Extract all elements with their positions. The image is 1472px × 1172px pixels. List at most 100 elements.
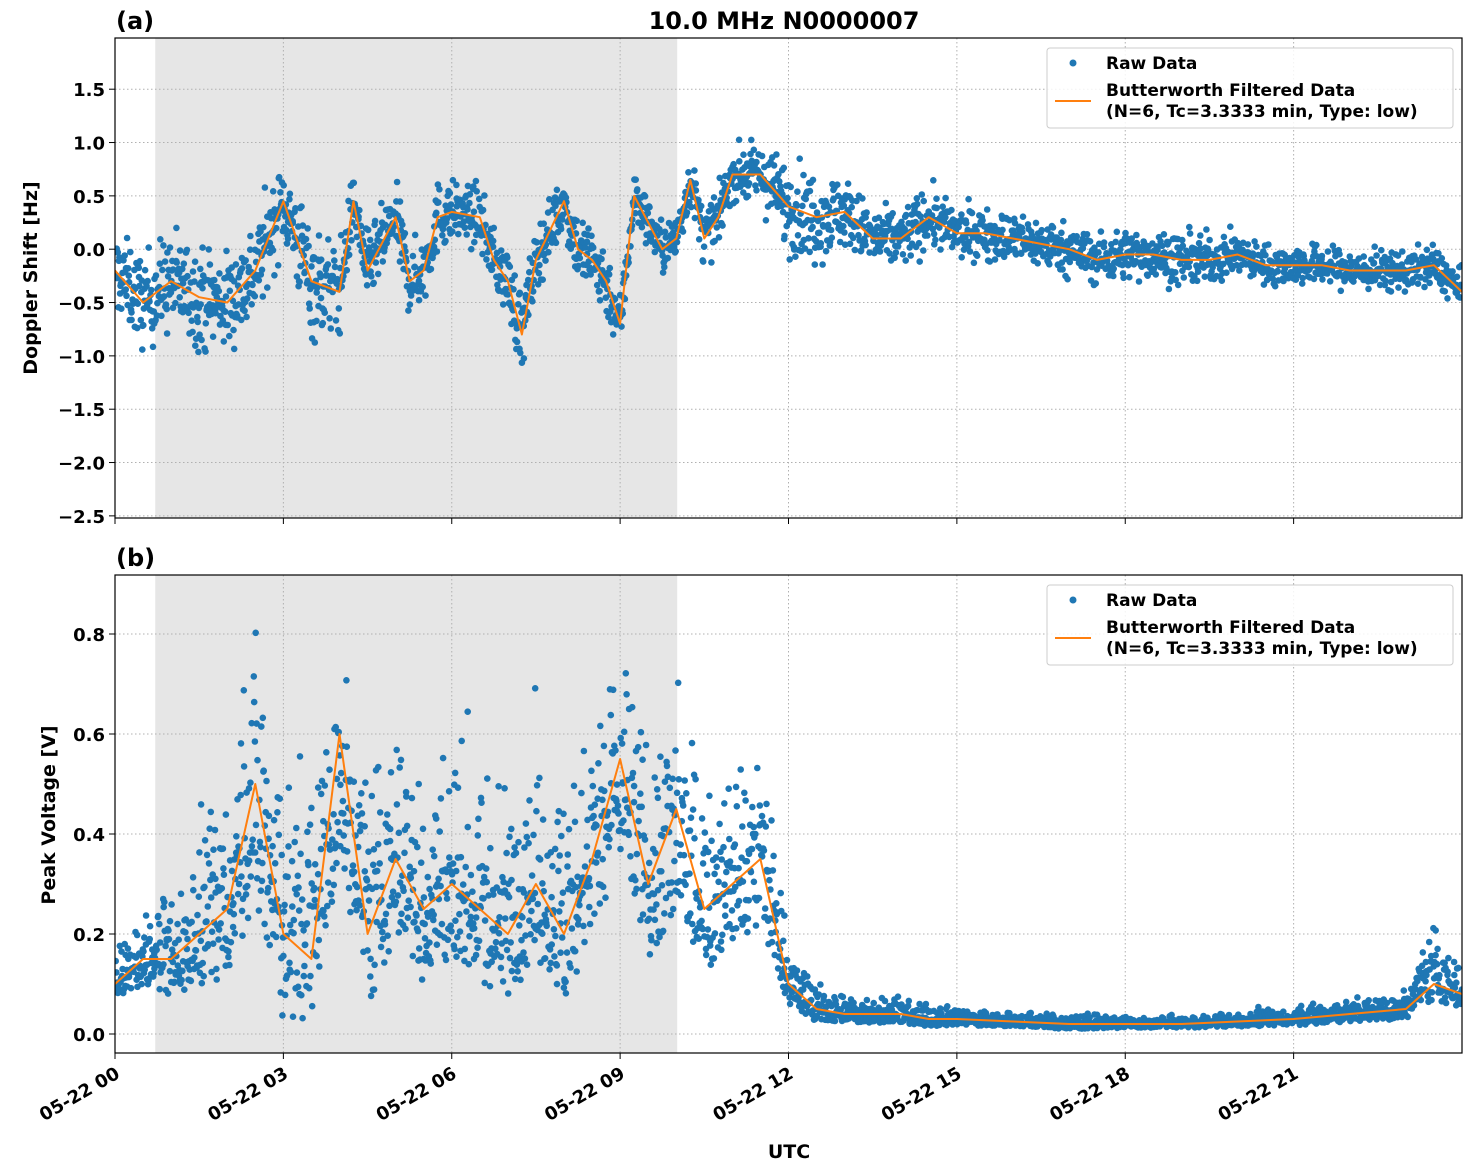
raw-point (718, 946, 725, 954)
raw-point (753, 158, 760, 166)
raw-point (447, 922, 455, 929)
raw-point (1319, 276, 1326, 283)
raw-point (252, 629, 259, 637)
raw-point (356, 902, 364, 909)
raw-point (822, 247, 830, 255)
raw-point (741, 789, 748, 797)
raw-point (432, 815, 440, 822)
raw-point (133, 324, 141, 332)
raw-point (681, 777, 688, 784)
raw-point (575, 916, 582, 923)
raw-point (142, 912, 150, 919)
raw-point (1092, 280, 1100, 287)
raw-point (367, 973, 374, 980)
raw-point (1223, 269, 1230, 277)
raw-point (191, 954, 198, 961)
raw-point (637, 728, 645, 736)
raw-point (1172, 269, 1179, 276)
raw-point (767, 886, 774, 893)
raw-point (1017, 250, 1025, 257)
raw-point (209, 940, 217, 947)
raw-point (298, 991, 305, 999)
raw-point (386, 825, 394, 833)
raw-point (1350, 278, 1357, 285)
raw-point (220, 338, 228, 345)
raw-point (307, 972, 314, 980)
raw-point (501, 785, 508, 792)
raw-point (411, 263, 419, 271)
raw-point (606, 264, 614, 272)
raw-point (317, 294, 325, 302)
raw-point (541, 955, 549, 962)
raw-point (587, 271, 594, 278)
raw-point (426, 939, 433, 946)
raw-point (415, 945, 423, 952)
raw-point (331, 257, 338, 264)
raw-point (686, 827, 694, 834)
raw-point (1197, 245, 1204, 252)
raw-point (411, 918, 418, 926)
raw-point (677, 841, 684, 848)
raw-point (180, 260, 188, 268)
raw-point (1329, 242, 1337, 249)
raw-point (163, 330, 171, 337)
raw-point (299, 222, 307, 229)
raw-point (322, 922, 329, 929)
raw-point (159, 266, 166, 274)
raw-point (602, 294, 610, 302)
raw-point (197, 301, 204, 308)
raw-point (197, 801, 205, 808)
raw-point (579, 219, 586, 227)
raw-point (226, 961, 233, 969)
raw-point (650, 906, 657, 913)
raw-point (596, 900, 604, 907)
raw-point (368, 273, 375, 280)
raw-point (472, 914, 480, 921)
raw-point (932, 236, 939, 244)
raw-point (991, 256, 999, 263)
raw-point (311, 339, 319, 346)
raw-point (1038, 226, 1045, 234)
raw-point (635, 817, 642, 825)
raw-point (215, 287, 223, 295)
raw-point (516, 289, 524, 297)
raw-point (340, 810, 347, 817)
raw-point (473, 188, 481, 195)
raw-point (489, 243, 497, 251)
raw-point (395, 929, 403, 936)
raw-point (1100, 239, 1108, 246)
raw-point (276, 795, 284, 802)
raw-point (364, 947, 371, 954)
raw-point (316, 963, 323, 970)
raw-point (331, 263, 339, 271)
raw-point (650, 890, 658, 898)
raw-point (487, 844, 494, 852)
raw-point (526, 797, 533, 804)
raw-point (308, 263, 315, 270)
raw-point (958, 211, 965, 218)
raw-point (1034, 260, 1041, 267)
raw-point (201, 883, 208, 891)
raw-point (194, 313, 201, 321)
raw-point (540, 887, 547, 895)
raw-point (632, 876, 639, 884)
raw-point (508, 967, 516, 975)
raw-point (238, 316, 245, 324)
raw-point (750, 823, 757, 831)
raw-point (446, 189, 454, 197)
raw-point (942, 194, 949, 202)
raw-point (161, 258, 169, 265)
raw-point (712, 854, 720, 861)
raw-point (739, 823, 746, 830)
raw-point (269, 247, 277, 254)
raw-point (758, 152, 766, 160)
raw-point (249, 281, 256, 289)
raw-point (347, 908, 354, 916)
raw-point (521, 844, 528, 851)
raw-point (585, 225, 592, 232)
raw-point (1236, 267, 1243, 274)
raw-point (1337, 287, 1345, 295)
raw-point (711, 930, 719, 937)
raw-point (715, 878, 722, 886)
raw-point (661, 778, 669, 785)
